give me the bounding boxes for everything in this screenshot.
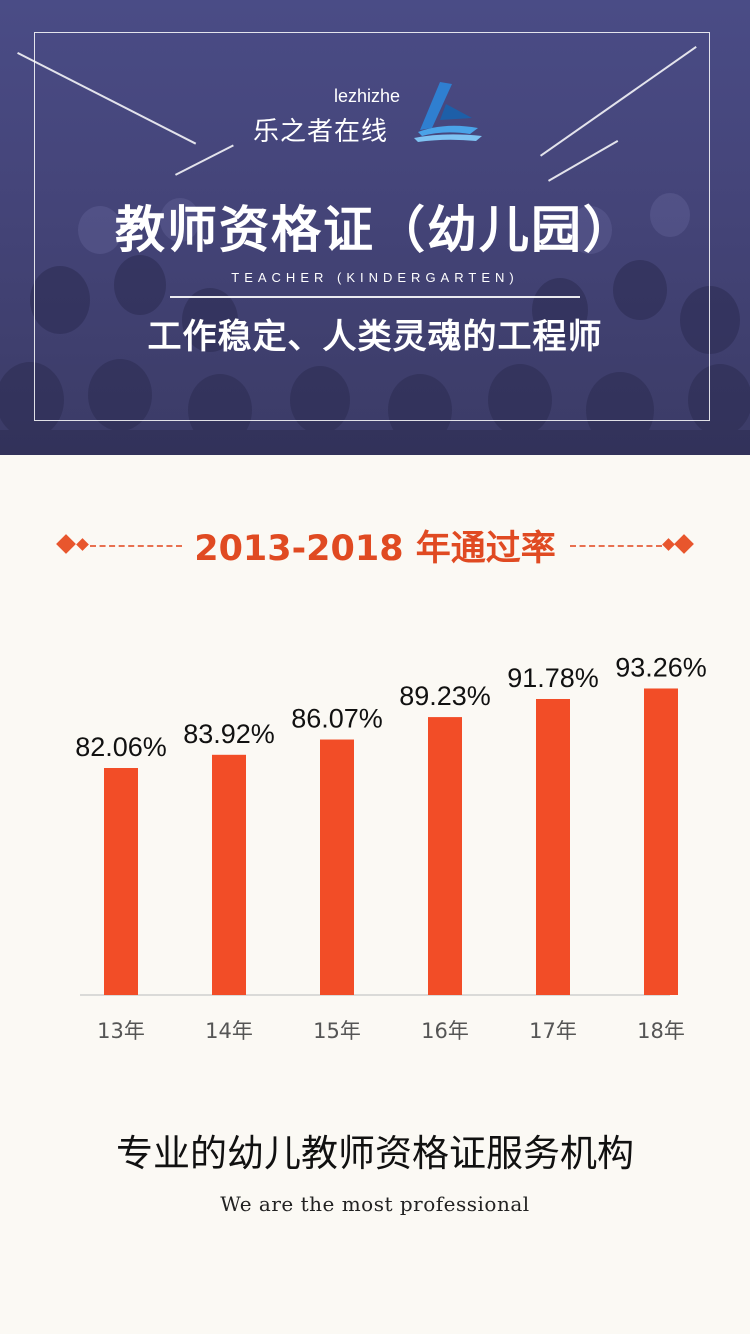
x-tick-label: 14年 [205, 1019, 253, 1043]
x-tick-label: 18年 [637, 1019, 685, 1043]
bar-15年 [320, 739, 354, 995]
dashed-divider [90, 545, 182, 547]
brand-logo-icon [414, 82, 482, 142]
bar-18年 [644, 688, 678, 995]
brand-name-en: lezhizhe [334, 86, 401, 106]
data-label: 93.26% [615, 652, 707, 682]
bar-14年 [212, 754, 246, 995]
footer-tagline-en: We are the most professional [220, 1192, 530, 1216]
data-label: 89.23% [399, 681, 491, 711]
hero-frame [34, 32, 710, 421]
x-tick-label: 15年 [313, 1019, 361, 1043]
section-title: 2013-2018 年通过率 [194, 529, 556, 569]
brand-name-cn: 乐之者在线 [253, 117, 389, 147]
x-tick-label: 17年 [529, 1019, 577, 1043]
hero-tagline: 工作稳定、人类灵魂的工程师 [147, 317, 603, 357]
dashed-divider [570, 545, 662, 547]
x-tick-label: 16年 [421, 1019, 469, 1043]
bar-17年 [536, 698, 570, 995]
data-label: 91.78% [507, 663, 599, 693]
hero-banner: lezhizhe 乐之者在线 教师资格证（幼儿园） TEACHER (KINDE… [0, 0, 750, 455]
data-label: 83.92% [183, 719, 275, 749]
audience-background [0, 193, 750, 455]
data-label: 86.07% [291, 704, 383, 734]
pass-rate-chart: 82.06% 13年 83.92% 14年 86.07% 15年 89.23% 16年 91.7… [75, 652, 707, 1043]
data-label: 82.06% [75, 732, 167, 762]
footer-tagline-cn: 专业的幼儿教师资格证服务机构 [116, 1132, 634, 1175]
x-tick-label: 13年 [97, 1019, 145, 1043]
bar-13年 [104, 768, 138, 995]
hero-title: 教师资格证（幼儿园） [115, 201, 635, 259]
divider [170, 296, 580, 298]
bar-16年 [428, 717, 462, 995]
hero-subtitle-en: TEACHER (KINDERGARTEN) [231, 270, 519, 285]
